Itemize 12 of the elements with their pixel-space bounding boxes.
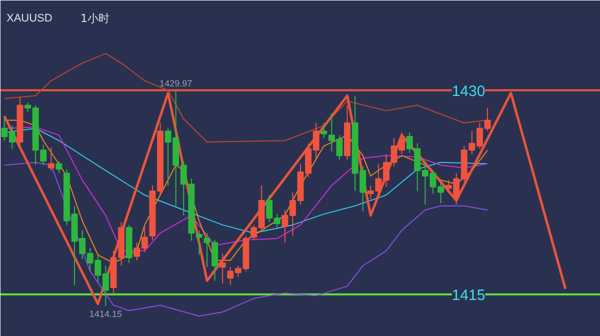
candlestick (219, 253, 226, 284)
line-series (4, 162, 488, 317)
candlestick (196, 230, 202, 256)
text: 1小时 (80, 12, 110, 25)
annotation: 1414.15 (89, 308, 122, 319)
y-tick-label: 1430 (452, 82, 486, 100)
candlestick (48, 146, 54, 172)
candlestick (56, 160, 62, 174)
candlestick (320, 122, 328, 138)
annotation: 1429.97 (160, 78, 192, 89)
text: XAUUSD (6, 12, 52, 24)
y-tick-label: 1415 (452, 286, 486, 304)
